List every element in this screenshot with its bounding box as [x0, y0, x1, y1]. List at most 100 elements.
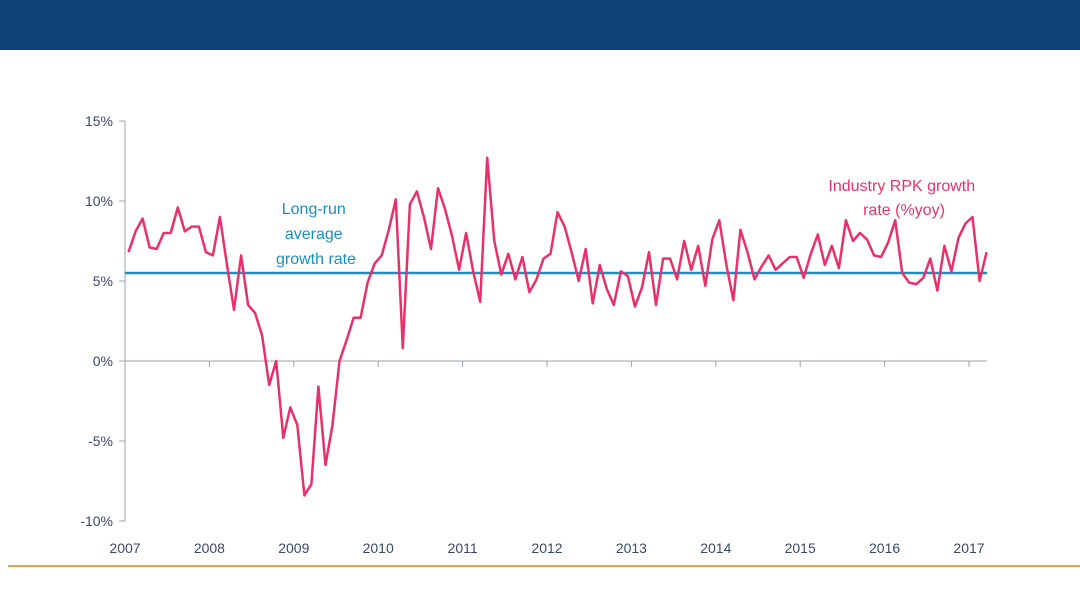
y-axis-ticks: 15% 10% 5% 0% -5% -10%	[80, 113, 125, 529]
series-point	[767, 254, 769, 256]
series-point	[880, 256, 882, 258]
x-tick-label: 2017	[953, 540, 984, 556]
series-point	[817, 233, 819, 235]
series-point	[268, 384, 270, 386]
series-point	[388, 229, 390, 231]
series-point	[542, 257, 544, 259]
x-tick-label: 2010	[363, 540, 394, 556]
x-tick-label: 2013	[616, 540, 647, 556]
series-point	[212, 254, 214, 256]
series-point	[585, 248, 587, 250]
series-point	[887, 241, 889, 243]
series-point	[324, 464, 326, 466]
series-point	[458, 269, 460, 271]
series-point	[366, 281, 368, 283]
series-annotation: Industry RPK growth rate (%yoy)	[828, 178, 979, 219]
series-point	[803, 277, 805, 279]
series-point	[310, 483, 312, 485]
series-point	[570, 251, 572, 253]
series-annotation-line-2: rate (%yoy)	[863, 202, 945, 219]
series-point	[451, 235, 453, 237]
series-point	[739, 229, 741, 231]
series-point	[282, 437, 284, 439]
series-point	[352, 317, 354, 319]
series-point	[859, 232, 861, 234]
series-point	[345, 339, 347, 341]
series-point	[275, 360, 277, 362]
y-tick-label: -5%	[88, 433, 113, 449]
series-point	[170, 232, 172, 234]
series-point	[641, 286, 643, 288]
series-point	[894, 219, 896, 221]
series-point	[873, 254, 875, 256]
series-point	[725, 264, 727, 266]
series-point	[669, 257, 671, 259]
series-point	[134, 230, 136, 232]
series-point	[549, 253, 551, 255]
series-point	[191, 225, 193, 227]
series-point	[261, 334, 263, 336]
series-point	[781, 262, 783, 264]
series-point	[922, 277, 924, 279]
series-point	[479, 301, 481, 303]
y-tick-label: 5%	[93, 273, 113, 289]
series-point	[416, 190, 418, 192]
average-annotation-line-2: average	[285, 226, 343, 243]
series-point	[500, 273, 502, 275]
series-point	[838, 267, 840, 269]
series-point	[746, 251, 748, 253]
series-point	[156, 248, 158, 250]
series-point	[789, 256, 791, 258]
x-tick-label: 2016	[869, 540, 900, 556]
series-point	[296, 424, 298, 426]
series-point	[753, 278, 755, 280]
series-point	[648, 251, 650, 253]
series-point	[317, 385, 319, 387]
series-points	[127, 157, 988, 497]
series-point	[978, 280, 980, 282]
series-point	[936, 289, 938, 291]
series-point	[338, 360, 340, 362]
series-point	[760, 265, 762, 267]
y-tick-label: 10%	[85, 193, 113, 209]
series-point	[950, 270, 952, 272]
series-point	[381, 254, 383, 256]
series-point	[908, 281, 910, 283]
series-point	[810, 253, 812, 255]
y-tick-label: -10%	[80, 513, 113, 529]
series-point	[943, 245, 945, 247]
series-point	[177, 206, 179, 208]
industry-rpk-growth-line	[127, 156, 988, 497]
series-point	[240, 254, 242, 256]
x-tick-label: 2007	[109, 540, 140, 556]
series-point	[303, 494, 305, 496]
series-point	[163, 232, 165, 234]
series-point	[711, 238, 713, 240]
series-point	[331, 424, 333, 426]
series-point	[472, 270, 474, 272]
series-point	[198, 225, 200, 227]
series-point	[247, 304, 249, 306]
series-point	[233, 309, 235, 311]
series-point	[535, 278, 537, 280]
series-point	[409, 203, 411, 205]
series-point	[402, 347, 404, 349]
series-point	[395, 198, 397, 200]
y-tick-label: 15%	[85, 113, 113, 129]
series-point	[599, 264, 601, 266]
series-point	[676, 278, 678, 280]
series-point	[697, 245, 699, 247]
series-point	[359, 317, 361, 319]
series-point	[205, 251, 207, 253]
series-point	[929, 257, 931, 259]
series-point	[732, 299, 734, 301]
series-point	[430, 248, 432, 250]
series-point	[852, 240, 854, 242]
series-point	[964, 222, 966, 224]
series-point	[627, 275, 629, 277]
average-annotation-line-3: growth rate	[276, 251, 356, 268]
series-point	[866, 238, 868, 240]
x-tick-label: 2014	[700, 540, 731, 556]
x-tick-label: 2009	[278, 540, 309, 556]
